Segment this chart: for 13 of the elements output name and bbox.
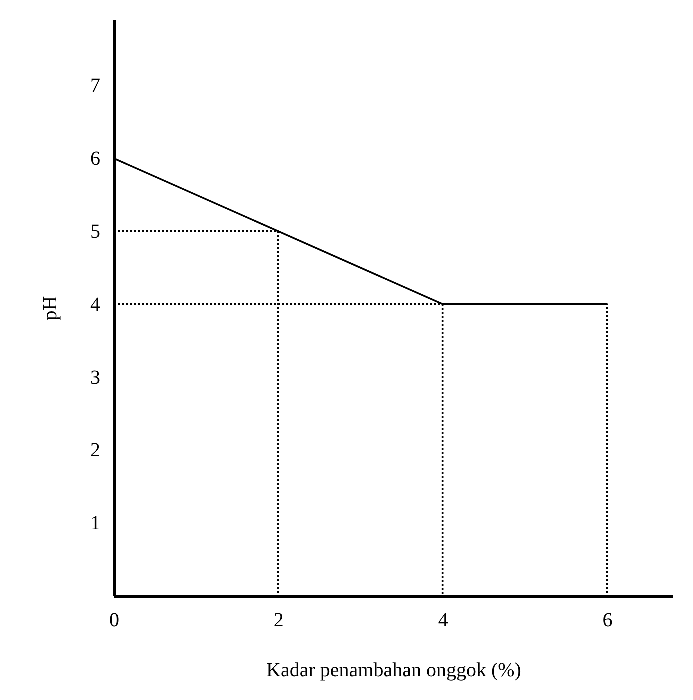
x-tick-label: 2 — [274, 610, 284, 632]
x-axis-title: Kadar penambahan onggok (%) — [266, 660, 522, 682]
y-tick-label: 1 — [90, 512, 100, 535]
y-tick-label: 5 — [90, 220, 100, 243]
y-tick-label: 2 — [90, 440, 100, 462]
y-tick-label: 4 — [90, 294, 100, 316]
x-tick-label: 0 — [110, 610, 120, 632]
y-tick-label: 6 — [90, 148, 100, 170]
x-tick-label: 4 — [438, 610, 448, 632]
y-axis-title: pH — [40, 296, 62, 321]
y-tick-label: 7 — [90, 75, 100, 98]
y-tick-label: 3 — [90, 366, 100, 389]
x-tick-label: 6 — [602, 610, 613, 632]
